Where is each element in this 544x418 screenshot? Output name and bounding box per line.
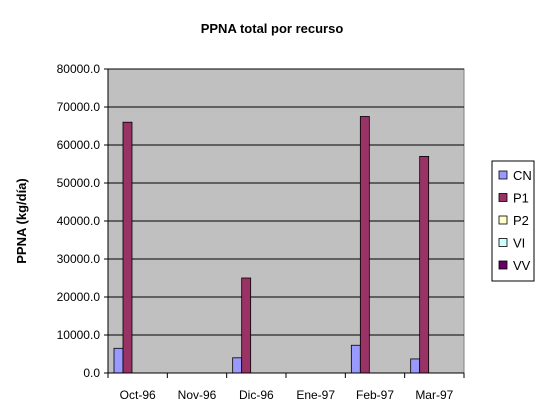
- gridlines: [108, 68, 464, 336]
- y-tick-label: 80000.0: [57, 62, 101, 76]
- bar: [419, 155, 430, 374]
- x-tick-label: Mar-97: [415, 388, 453, 402]
- x-tick-label: Ene-97: [296, 388, 335, 402]
- legend-swatch: [498, 260, 508, 270]
- legend-swatch: [498, 238, 508, 247]
- x-tick-label: Oct-96: [120, 388, 156, 402]
- y-tick-label: 10000.0: [57, 328, 101, 342]
- x-tick-label: Dic-96: [239, 388, 274, 402]
- y-tick-label: 0.0: [83, 366, 100, 380]
- legend-swatch: [498, 215, 508, 225]
- bar: [113, 347, 124, 374]
- bar: [410, 358, 421, 374]
- chart-title: PPNA total por recurso: [201, 21, 344, 36]
- x-tick-label: Nov-96: [178, 388, 217, 402]
- legend-swatch: [498, 193, 508, 202]
- y-tick-label: 30000.0: [57, 252, 101, 266]
- legend-label: VV: [513, 258, 531, 273]
- bar: [232, 357, 243, 374]
- x-axis-ticks: Oct-96 Nov-96 Dic-96 Ene-97 Feb-97 Mar-97: [107, 373, 465, 402]
- legend-swatch: [498, 170, 508, 180]
- legend-label: CN: [513, 168, 532, 183]
- bar: [241, 277, 252, 374]
- y-tick-label: 20000.0: [57, 290, 101, 304]
- legend-label: P2: [513, 213, 529, 228]
- y-tick-label: 50000.0: [57, 176, 101, 190]
- bar: [122, 121, 133, 374]
- legend: CN P1 P2 VI VV: [498, 168, 532, 273]
- legend-label: P1: [513, 191, 529, 206]
- legend-label: VI: [513, 236, 525, 251]
- y-tick-label: 70000.0: [57, 100, 101, 114]
- bar: [359, 116, 370, 374]
- x-tick-label: Feb-97: [356, 388, 394, 402]
- y-tick-label: 60000.0: [57, 138, 101, 152]
- y-axis-title: PPNA (kg/día): [14, 178, 29, 263]
- y-axis-ticks: 0.0 10000.0 20000.0 30000.0 40000.0 50000.0 60…: [57, 62, 108, 380]
- y-tick-label: 40000.0: [57, 214, 101, 228]
- bar: [350, 344, 361, 374]
